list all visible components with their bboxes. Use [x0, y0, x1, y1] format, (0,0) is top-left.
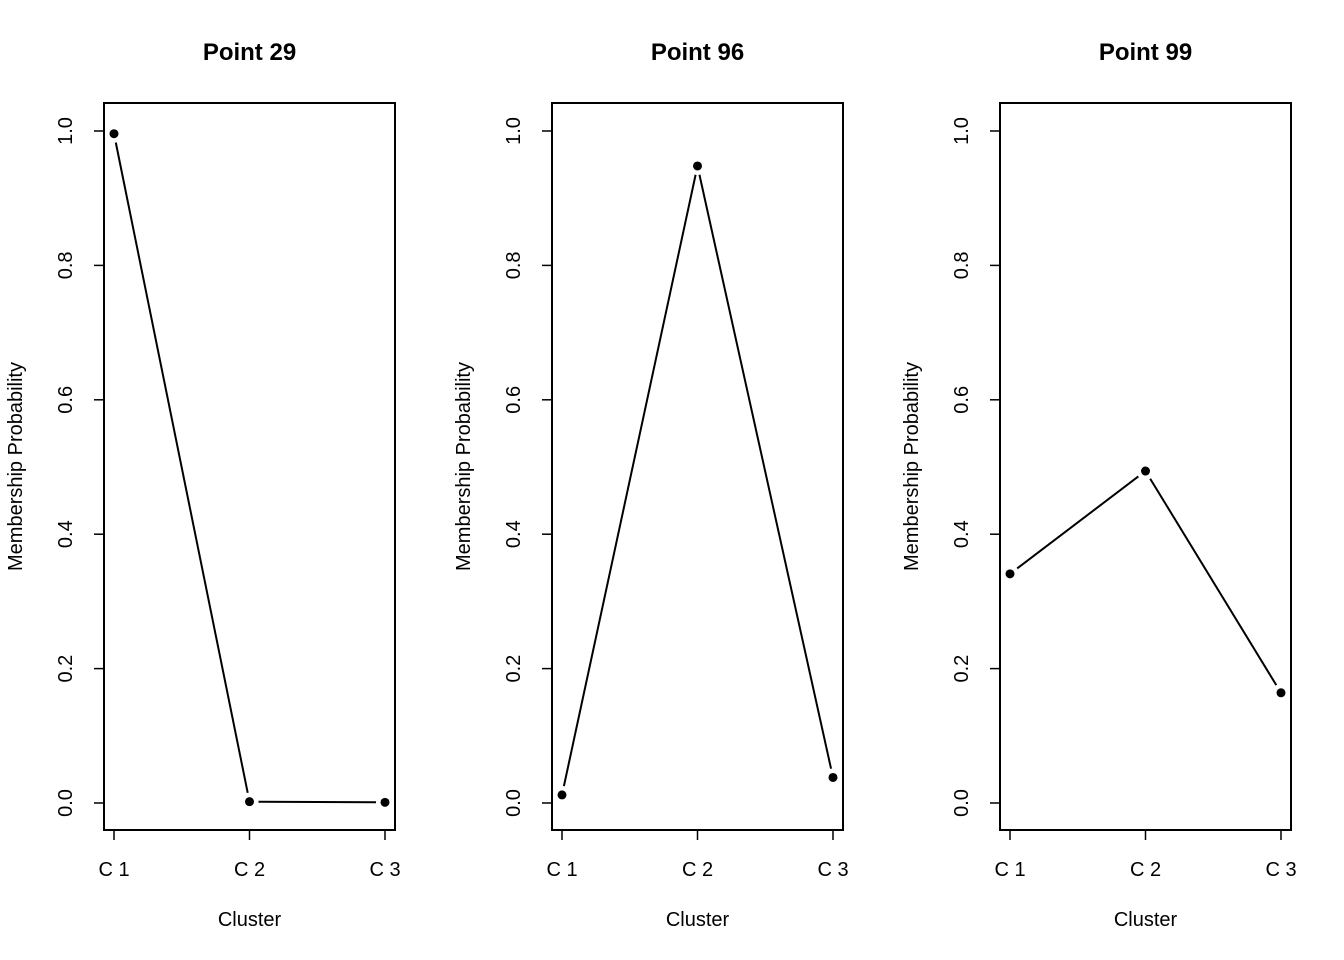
- y-axis: 0.0 0.2 0.4 0.6 0.8 1.0: [503, 117, 552, 817]
- data-point: [1005, 569, 1015, 579]
- data-point: [1276, 688, 1286, 698]
- series-line-segment: [698, 174, 833, 769]
- y-tick-label: 0.8: [951, 251, 973, 279]
- data-point: [557, 790, 567, 800]
- x-tick-label: C 2: [682, 859, 713, 881]
- x-tick-label: C 1: [994, 859, 1025, 881]
- y-tick-label: 0.8: [503, 251, 525, 279]
- data-point: [245, 797, 254, 807]
- data-point: [828, 772, 838, 782]
- data-series: [1005, 466, 1286, 698]
- y-tick-label: 0.8: [55, 251, 77, 279]
- chart-panel-point-99: Point 99 Cluster Membership Probability …: [901, 39, 1297, 931]
- data-point: [380, 797, 390, 807]
- y-axis-label: Membership Probability: [453, 362, 475, 571]
- x-tick-label: C 3: [1265, 859, 1296, 881]
- series-line-segment: [1149, 478, 1278, 686]
- y-tick-label: 1.0: [55, 117, 77, 145]
- series-line-segment: [258, 800, 377, 804]
- x-axis: C 1 C 2 C 3: [98, 830, 401, 881]
- y-tick-label: 0.4: [55, 520, 77, 548]
- y-axis-label: Membership Probability: [5, 362, 27, 571]
- x-tick-label: C 3: [369, 859, 400, 881]
- x-axis: C 1 C 2 C 3: [994, 830, 1297, 881]
- y-tick-label: 0.2: [951, 655, 973, 683]
- y-tick-label: 1.0: [503, 117, 525, 145]
- y-tick-label: 0.0: [951, 789, 973, 817]
- y-tick-label: 0.4: [951, 520, 973, 548]
- x-tick-label: C 3: [817, 859, 848, 881]
- y-axis: 0.0 0.2 0.4 0.6 0.8 1.0: [55, 117, 104, 817]
- y-tick-label: 0.2: [55, 655, 77, 683]
- y-tick-label: 0.2: [503, 655, 525, 683]
- chart-panel-point-29: Point 29 Cluster Membership Probability …: [5, 39, 401, 931]
- chart-title: Point 99: [1099, 39, 1192, 66]
- chart-title: Point 96: [651, 39, 744, 66]
- x-axis-label: Cluster: [218, 909, 282, 931]
- x-axis-label: Cluster: [666, 909, 730, 931]
- x-tick-label: C 1: [98, 859, 129, 881]
- plot-frame: [999, 102, 1292, 831]
- data-point: [693, 161, 702, 171]
- x-tick-label: C 1: [546, 859, 577, 881]
- series-line-segment: [1016, 475, 1139, 570]
- y-tick-label: 0.0: [55, 789, 77, 817]
- data-point: [109, 129, 119, 139]
- data-series: [109, 129, 390, 807]
- x-axis-label: Cluster: [1114, 909, 1178, 931]
- x-axis: C 1 C 2 C 3: [546, 830, 849, 881]
- chart-panel-point-96: Point 96 Cluster Membership Probability …: [453, 39, 849, 931]
- data-point: [1141, 466, 1150, 476]
- data-series: [557, 161, 838, 800]
- x-tick-label: C 2: [1130, 859, 1161, 881]
- y-axis: 0.0 0.2 0.4 0.6 0.8 1.0: [951, 117, 1000, 817]
- plot-frame: [103, 102, 396, 831]
- y-tick-label: 0.0: [503, 789, 525, 817]
- x-tick-label: C 2: [234, 859, 265, 881]
- y-tick-label: 0.6: [55, 386, 77, 414]
- series-line-segment: [562, 174, 697, 787]
- y-tick-label: 0.6: [951, 386, 973, 414]
- y-tick-label: 1.0: [951, 117, 973, 145]
- series-line-segment: [114, 142, 249, 794]
- chart-title: Point 29: [203, 39, 296, 66]
- y-tick-label: 0.4: [503, 520, 525, 548]
- y-tick-label: 0.6: [503, 386, 525, 414]
- y-axis-label: Membership Probability: [901, 362, 923, 571]
- plot-frame: [551, 102, 844, 831]
